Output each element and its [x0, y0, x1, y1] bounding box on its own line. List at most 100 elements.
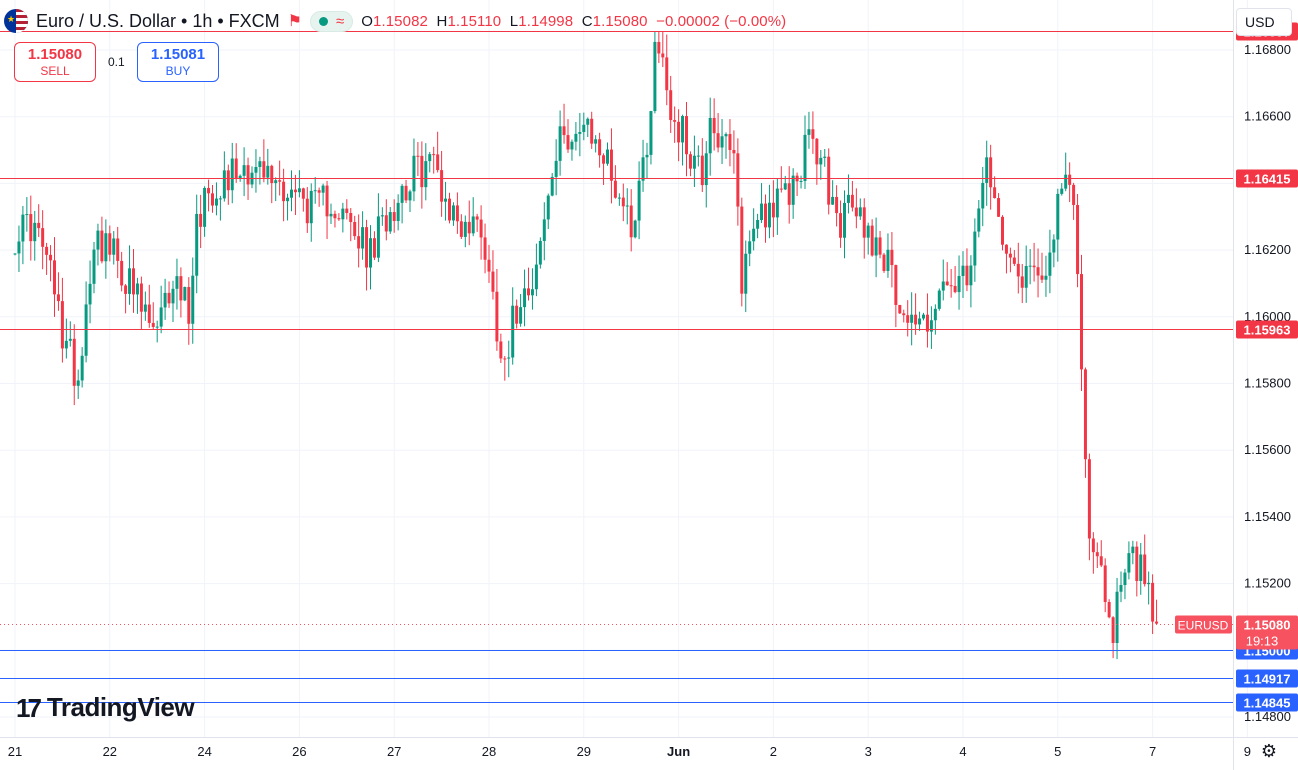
candle-body: [207, 187, 211, 194]
candle-body: [376, 216, 380, 258]
candle-body: [64, 340, 68, 349]
candle-body: [60, 301, 64, 349]
candle-body: [13, 253, 17, 255]
candle-body: [507, 357, 511, 359]
candle-body: [116, 238, 120, 261]
market-status-pill[interactable]: ≈: [310, 10, 354, 32]
price-tick-label: 1.16600: [1244, 109, 1291, 124]
candle-body: [396, 202, 400, 221]
candle-body: [365, 227, 369, 268]
candle-body: [700, 155, 704, 186]
candle-body: [163, 292, 167, 308]
candle-body: [372, 238, 376, 258]
time-tick-label: 27: [387, 744, 401, 759]
settings-gear-icon[interactable]: ⚙: [1260, 741, 1278, 761]
candle-body: [827, 156, 831, 205]
buy-button[interactable]: 1.15081 BUY: [137, 42, 219, 82]
candle-body: [744, 253, 748, 294]
candle-body: [732, 150, 736, 154]
candle-body: [530, 289, 534, 296]
candle-body: [187, 287, 191, 324]
symbol-title[interactable]: Euro / U.S. Dollar • 1h • FXCM: [36, 10, 280, 31]
candle-body: [835, 196, 839, 214]
candle-body: [712, 117, 716, 134]
candle-body: [357, 236, 361, 249]
candle-body: [416, 155, 420, 157]
price-tick-label: 1.16200: [1244, 242, 1291, 257]
candle-body: [724, 134, 728, 137]
resistance-line-label: 1.16415: [1244, 172, 1291, 187]
buy-price: 1.15081: [150, 46, 206, 63]
sell-button[interactable]: 1.15080 SELL: [14, 42, 96, 82]
candle-body: [752, 228, 756, 242]
candle-body: [262, 161, 266, 178]
candle-body: [977, 208, 981, 232]
candle-body: [1072, 184, 1076, 205]
candle-body: [882, 254, 886, 271]
candle-body: [981, 182, 985, 209]
low-label: L: [509, 12, 519, 30]
price-tick-label: 1.15200: [1244, 576, 1291, 591]
candle-body: [997, 198, 1001, 217]
candle-body: [606, 149, 609, 164]
currency-select[interactable]: USD: [1236, 8, 1292, 36]
candle-body: [989, 157, 993, 188]
sell-price: 1.15080: [27, 46, 83, 63]
candle-body: [290, 189, 293, 198]
candle-body: [933, 308, 937, 321]
candle-body: [546, 195, 550, 220]
price-tick-label: 1.16000: [1244, 309, 1291, 324]
market-open-dot-icon: [319, 16, 329, 26]
candle-body: [503, 358, 507, 360]
tradingview-logo-text: TradingView: [46, 692, 195, 722]
candle-body: [862, 207, 866, 238]
candle-body: [1083, 369, 1087, 460]
candle-body: [823, 156, 827, 158]
candle-body: [1076, 204, 1080, 275]
candle-body: [234, 158, 238, 179]
candle-body: [1095, 552, 1099, 557]
indicator-wave-icon: ≈: [336, 12, 345, 30]
candle-body: [412, 155, 416, 192]
time-tick-label: 26: [292, 744, 306, 759]
price-tick-label: 1.16800: [1244, 42, 1291, 57]
candle-body: [858, 207, 862, 217]
candle-body: [37, 222, 41, 229]
candle-body: [602, 155, 606, 164]
candle-body: [1080, 274, 1083, 370]
support-line-label: 1.14917: [1244, 672, 1291, 687]
candle-body: [594, 139, 598, 144]
candle-body: [665, 57, 669, 91]
candle-body: [230, 158, 234, 191]
candle-body: [49, 254, 53, 261]
candle-body: [392, 212, 396, 221]
candle-body: [199, 213, 203, 227]
support-line-label-bg: [1236, 669, 1298, 688]
candle-body: [329, 213, 333, 217]
candle-body: [491, 271, 495, 292]
resistance-line-label: 1.15963: [1244, 323, 1291, 338]
spread-value: 0.1: [108, 55, 125, 69]
candle-body: [704, 153, 708, 186]
candle-body: [135, 283, 139, 295]
candle-body: [226, 170, 230, 191]
candle-body: [760, 203, 764, 221]
candle-body: [1135, 546, 1139, 581]
candle-body: [479, 219, 483, 238]
candle-body: [677, 121, 681, 143]
price-tick-label: 1.14800: [1244, 709, 1291, 724]
candle-body: [29, 214, 33, 242]
open-value: 1.15082: [373, 12, 428, 30]
candle-body: [688, 154, 692, 169]
candle-body: [969, 265, 973, 286]
candle-body: [558, 126, 562, 161]
candle-body: [673, 120, 677, 122]
candle-body: [1008, 253, 1012, 258]
flag-marker-icon[interactable]: ⚑: [287, 13, 303, 30]
candle-body: [483, 237, 487, 260]
candle-body: [317, 190, 321, 193]
candle-body: [108, 233, 112, 255]
candle-body: [767, 202, 771, 228]
candle-body: [542, 219, 546, 241]
